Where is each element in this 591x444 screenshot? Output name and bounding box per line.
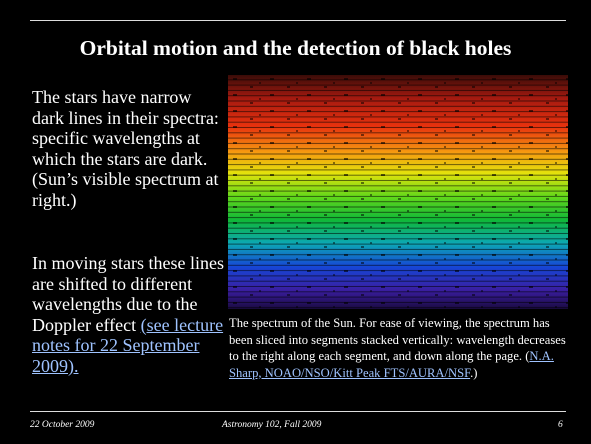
top-rule	[30, 20, 566, 21]
footer-page: 6	[558, 420, 563, 430]
slide: Orbital motion and the detection of blac…	[0, 0, 591, 444]
slide-title: Orbital motion and the detection of blac…	[0, 36, 591, 61]
paragraph: In moving stars these lines are shifted …	[32, 253, 224, 377]
caption-text: .)	[470, 366, 477, 380]
sun-spectrum-image	[228, 75, 568, 309]
paragraph: The stars have narrow dark lines in thei…	[32, 87, 224, 211]
bottom-rule	[30, 411, 566, 412]
paragraph-text: The stars have narrow dark lines in thei…	[32, 87, 219, 210]
footer-course: Astronomy 102, Fall 2009	[222, 420, 321, 430]
caption-text: The spectrum of the Sun. For ease of vie…	[229, 316, 566, 363]
footer-date: 22 October 2009	[30, 420, 94, 430]
image-caption: The spectrum of the Sun. For ease of vie…	[229, 315, 567, 381]
